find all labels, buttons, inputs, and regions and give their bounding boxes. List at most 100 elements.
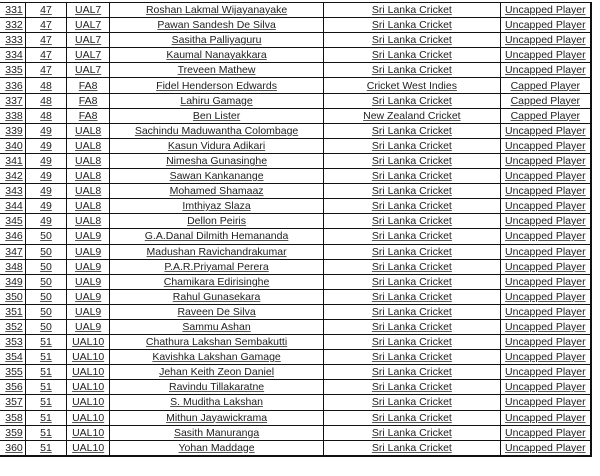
player-status-cell: Uncapped Player	[499, 17, 592, 34]
set-code-cell: UAL9	[66, 273, 111, 290]
team-cell: Sri Lanka Cricket	[323, 439, 501, 457]
table-row: 356 51 UAL10 Ravindu Tillakaratne Sri Lanka …	[0, 379, 592, 396]
set-code-cell: UAL10	[66, 439, 111, 457]
player-name-cell: Madushan Ravichandrakumar	[109, 243, 325, 260]
team-cell: Sri Lanka Cricket	[323, 273, 501, 290]
set-number-cell: 50	[24, 243, 68, 260]
player-status-cell: Uncapped Player	[499, 228, 592, 245]
player-list-table: 331 47 UAL7 Roshan Lakmal Wijayanayake Sri L…	[0, 1, 592, 457]
row-number-cell: 348	[0, 258, 26, 275]
row-number-cell: 347	[0, 243, 26, 260]
player-name-cell: Kaumal Nanayakkara	[109, 47, 325, 64]
table-row: 353 51 UAL10 Chathura Lakshan Sembakutti Sri…	[0, 334, 592, 351]
set-number-cell: 49	[24, 152, 68, 170]
set-code-cell: UAL7	[66, 62, 111, 79]
set-number-cell: 49	[24, 168, 68, 185]
player-name-cell: Sachindu Maduwantha Colombage	[109, 122, 325, 139]
set-code-cell: UAL9	[66, 303, 111, 320]
set-number-cell: 49	[24, 183, 68, 200]
player-status-cell: Uncapped Player	[499, 334, 592, 351]
team-cell: Cricket West Indies	[323, 77, 501, 94]
set-number-cell: 50	[24, 303, 68, 320]
player-status-cell: Uncapped Player	[499, 122, 592, 139]
row-number-cell: 332	[0, 17, 26, 34]
row-number-cell: 349	[0, 273, 26, 290]
table-row: 355 51 UAL10 Jehan Keith Zeon Daniel Sri Lan…	[0, 364, 592, 381]
row-number-cell: 335	[0, 62, 26, 79]
set-number-cell: 49	[24, 213, 68, 230]
table-row: 337 48 FA8 Lahiru Gamage Sri Lanka Cricket Ca…	[0, 92, 592, 109]
team-cell: Sri Lanka Cricket	[323, 334, 501, 351]
table-row: 345 49 UAL8 Dellon Peiris Sri Lanka Cricket U…	[0, 213, 592, 230]
row-number-cell: 360	[0, 439, 26, 457]
player-status-cell: Uncapped Player	[499, 213, 592, 230]
team-cell: New Zealand Cricket	[323, 107, 501, 124]
set-number-cell: 51	[24, 439, 68, 457]
player-name-cell: Sasith Manuranga	[109, 424, 325, 441]
row-number-cell: 334	[0, 47, 26, 64]
player-name-cell: Jehan Keith Zeon Daniel	[109, 364, 325, 381]
set-number-cell: 50	[24, 318, 68, 336]
set-code-cell: UAL9	[66, 318, 111, 336]
row-number-cell: 350	[0, 288, 26, 305]
player-status-cell: Uncapped Player	[499, 379, 592, 396]
table-row: 338 48 FA8 Ben Lister New Zealand Cricket Cap…	[0, 107, 592, 124]
row-number-cell: 340	[0, 137, 26, 154]
row-number-cell: 353	[0, 334, 26, 351]
set-number-cell: 47	[24, 1, 68, 19]
team-cell: Sri Lanka Cricket	[323, 228, 501, 245]
set-number-cell: 49	[24, 198, 68, 215]
table-row: 340 49 UAL8 Kasun Vidura Adikari Sri Lanka C…	[0, 137, 592, 154]
table-row: 339 49 UAL8 Sachindu Maduwantha Colombage Sr…	[0, 122, 592, 139]
player-status-cell: Uncapped Player	[499, 152, 592, 170]
player-name-cell: Chathura Lakshan Sembakutti	[109, 334, 325, 351]
set-code-cell: UAL10	[66, 409, 111, 426]
player-status-cell: Uncapped Player	[499, 32, 592, 49]
row-number-cell: 337	[0, 92, 26, 109]
set-code-cell: UAL8	[66, 137, 111, 154]
row-number-cell: 357	[0, 394, 26, 411]
set-code-cell: UAL8	[66, 122, 111, 139]
table-row: 347 50 UAL9 Madushan Ravichandrakumar Sri La…	[0, 243, 592, 260]
row-number-cell: 355	[0, 364, 26, 381]
player-name-cell: G.A.Danal Dilmith Hemananda	[109, 228, 325, 245]
set-code-cell: UAL8	[66, 152, 111, 170]
row-number-cell: 354	[0, 349, 26, 366]
player-status-cell: Uncapped Player	[499, 198, 592, 215]
player-status-cell: Uncapped Player	[499, 409, 592, 426]
set-number-cell: 50	[24, 258, 68, 275]
team-cell: Sri Lanka Cricket	[323, 183, 501, 200]
row-number-cell: 339	[0, 122, 26, 139]
set-code-cell: UAL7	[66, 32, 111, 49]
set-number-cell: 51	[24, 409, 68, 426]
row-number-cell: 336	[0, 77, 26, 94]
player-status-cell: Capped Player	[499, 92, 592, 109]
set-number-cell: 51	[24, 379, 68, 396]
team-cell: Sri Lanka Cricket	[323, 198, 501, 215]
player-status-cell: Uncapped Player	[499, 273, 592, 290]
player-status-cell: Uncapped Player	[499, 288, 592, 305]
table-row: 332 47 UAL7 Pawan Sandesh De Silva Sri Lanka…	[0, 17, 592, 34]
team-cell: Sri Lanka Cricket	[323, 258, 501, 275]
player-name-cell: Fidel Henderson Edwards	[109, 77, 325, 94]
set-number-cell: 51	[24, 364, 68, 381]
team-cell: Sri Lanka Cricket	[323, 349, 501, 366]
player-status-cell: Capped Player	[499, 107, 592, 124]
set-number-cell: 49	[24, 122, 68, 139]
table-row: 341 49 UAL8 Nimesha Gunasinghe Sri Lanka Cri…	[0, 152, 592, 170]
set-number-cell: 48	[24, 92, 68, 109]
table-row: 331 47 UAL7 Roshan Lakmal Wijayanayake Sri L…	[0, 1, 592, 19]
player-status-cell: Uncapped Player	[499, 243, 592, 260]
player-name-cell: Lahiru Gamage	[109, 92, 325, 109]
team-cell: Sri Lanka Cricket	[323, 424, 501, 441]
set-number-cell: 48	[24, 77, 68, 94]
player-name-cell: Ravindu Tillakaratne	[109, 379, 325, 396]
set-number-cell: 51	[24, 394, 68, 411]
set-code-cell: UAL8	[66, 168, 111, 185]
table-row: 352 50 UAL9 Sammu Ashan Sri Lanka Cricket Unc…	[0, 318, 592, 336]
player-status-cell: Uncapped Player	[499, 258, 592, 275]
table-row: 333 47 UAL7 Sasitha Palliyaguru Sri Lanka Cr…	[0, 32, 592, 49]
set-code-cell: UAL8	[66, 213, 111, 230]
team-cell: Sri Lanka Cricket	[323, 213, 501, 230]
set-number-cell: 51	[24, 424, 68, 441]
